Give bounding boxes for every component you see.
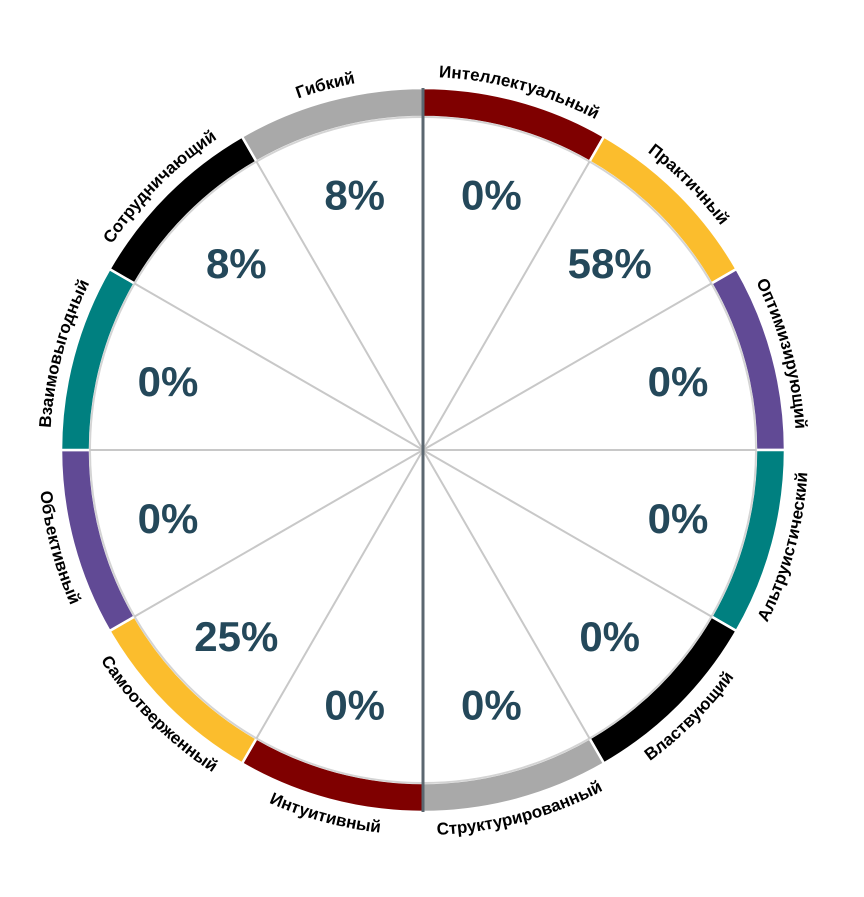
segment-value: 58% (568, 240, 652, 287)
segment-value: 8% (324, 172, 385, 219)
segment-value: 0% (648, 495, 709, 542)
segment-value: 8% (206, 240, 267, 287)
segment-value: 25% (194, 613, 278, 660)
segment-value: 0% (461, 682, 522, 729)
sector-divider (255, 449, 424, 739)
sector-divider (422, 449, 712, 618)
segment-value: 0% (138, 495, 199, 542)
segment-value: 0% (138, 358, 199, 405)
segment-value: 0% (648, 358, 709, 405)
sector-divider (255, 161, 424, 451)
sector-divider (134, 282, 424, 451)
segment-value: 0% (461, 172, 522, 219)
sector-divider (134, 449, 424, 618)
segment-value: 0% (324, 682, 385, 729)
sector-divider (422, 449, 591, 739)
segment-value: 0% (579, 613, 640, 660)
sector-divider (422, 282, 712, 451)
sector-divider (422, 161, 591, 451)
